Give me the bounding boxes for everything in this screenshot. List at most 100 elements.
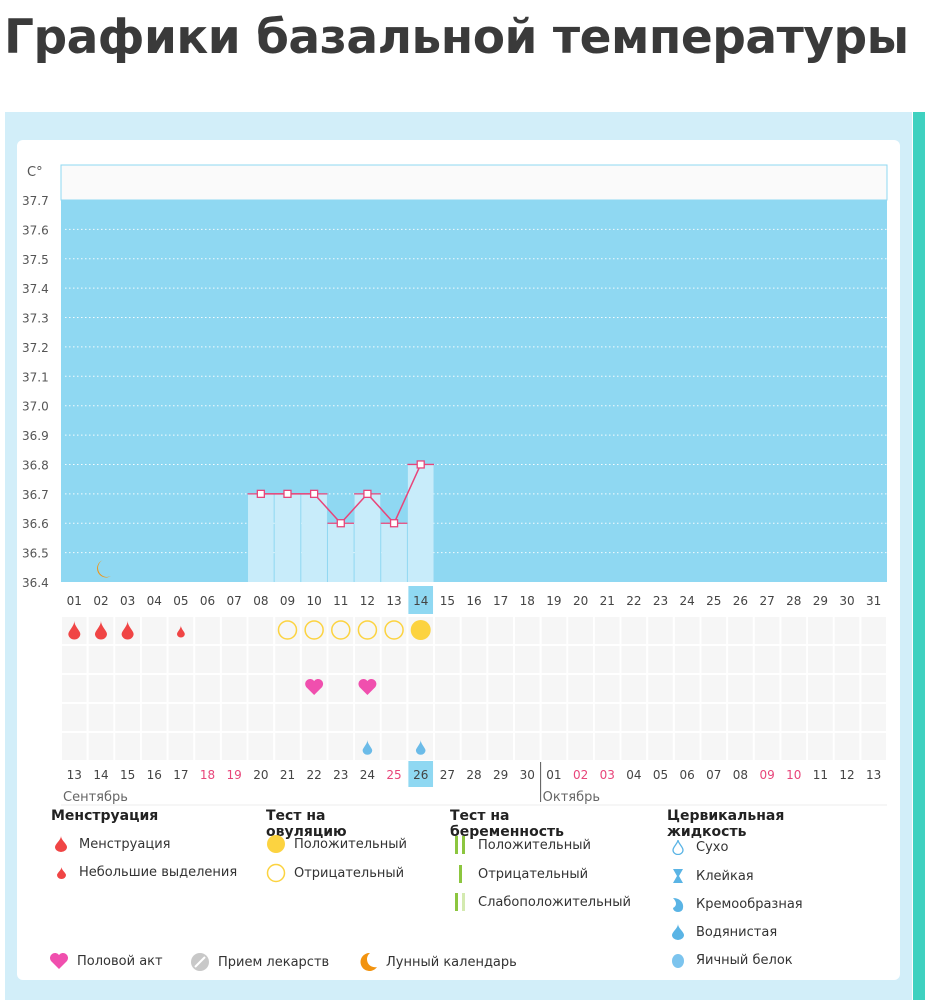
grid-cell [648, 733, 673, 760]
calendar-date-label: 18 [200, 768, 215, 782]
hourglass-icon [668, 868, 688, 884]
grid-cell [728, 704, 753, 731]
current-day-highlight [408, 586, 434, 614]
calendar-date-label: 29 [493, 768, 508, 782]
calendar-date-label: 26 [413, 768, 428, 782]
grid-cell [435, 617, 460, 644]
legend-label: Сухо [696, 839, 729, 855]
calendar-date-label: 10 [786, 768, 801, 782]
grid-cell [861, 704, 886, 731]
calendar-date-label: 20 [253, 768, 268, 782]
grid-cell [168, 733, 194, 760]
calendar-date-label: 24 [360, 768, 375, 782]
grid-cell [834, 733, 860, 760]
calendar-date-label: 03 [600, 768, 615, 782]
grid-cell [834, 617, 860, 644]
grid-cell [408, 675, 434, 702]
calendar-date-label: 13 [866, 768, 881, 782]
grid-cell [301, 733, 327, 760]
grid-cell [541, 675, 567, 702]
grid-cell [541, 704, 567, 731]
legend-cervical-creamy: Кремообразная [668, 896, 803, 912]
legend-label: Прием лекарств [218, 954, 330, 970]
legend-label: Небольшие выделения [79, 865, 238, 880]
grid-cell [168, 675, 194, 702]
ovulation-negative-icon [331, 620, 351, 640]
grid-cell [461, 617, 487, 644]
grid-cell [328, 733, 354, 760]
grid-cell [221, 675, 247, 702]
grid-cell [754, 733, 780, 760]
ovulation-negative-icon [277, 620, 298, 640]
grid-cell [355, 646, 380, 673]
grid-cell [141, 617, 167, 644]
calendar-date-label: 30 [520, 768, 535, 782]
side-tab[interactable] [913, 112, 925, 1000]
temperature-bar [381, 523, 407, 582]
grid-cell [514, 646, 540, 673]
temperature-bar [248, 493, 274, 582]
grid-cell [195, 704, 220, 731]
cycle-day-label: 17 [493, 594, 508, 608]
spotting-drop-icon [177, 625, 185, 638]
legend-label: Отрицательный [294, 865, 405, 881]
legend-label: Положительный [294, 836, 407, 852]
calendar-date-label: 19 [227, 768, 242, 782]
y-tick-label: 36.9 [22, 429, 49, 443]
grid-cell [781, 733, 807, 760]
menstruation-drop-icon [121, 621, 134, 640]
cycle-day-label: 03 [120, 594, 135, 608]
calendar-date-label: 06 [680, 768, 695, 782]
grid-cell [728, 617, 753, 644]
grid-cell [62, 675, 87, 702]
calendar-date-label: 28 [466, 768, 481, 782]
cycle-day-label: 24 [680, 594, 695, 608]
calendar-date-label: 21 [280, 768, 295, 782]
cycle-day-label: 25 [706, 594, 721, 608]
plot-top-band [60, 164, 888, 201]
grid-cell [195, 617, 220, 644]
grid-cell [701, 704, 727, 731]
cycle-day-label: 27 [759, 594, 774, 608]
y-tick-label: 37.5 [22, 253, 49, 267]
cycle-day-label: 22 [626, 594, 641, 608]
grid-cell [568, 675, 593, 702]
grid-cell [834, 704, 860, 731]
grid-cell [728, 733, 753, 760]
cycle-day-label: 14 [413, 594, 428, 608]
cycle-day-label: 15 [440, 594, 455, 608]
grid-cell [435, 646, 460, 673]
calendar-date-label: 22 [306, 768, 321, 782]
calendar-date-label: 23 [333, 768, 348, 782]
grid-cell [674, 704, 700, 731]
grid-cell [514, 733, 540, 760]
grid-cell [488, 733, 513, 760]
grid-cell [62, 646, 87, 673]
grid-cell [648, 704, 673, 731]
grid-cell [408, 704, 434, 731]
menstruation-drop-icon [68, 621, 81, 640]
grid-cell [328, 646, 354, 673]
grid-cell [621, 646, 647, 673]
ovulation-negative-icon [357, 620, 378, 640]
grid-cell [674, 617, 700, 644]
grid-cell [514, 704, 540, 731]
calendar-date-label: 16 [147, 768, 162, 782]
grid-cell [488, 646, 513, 673]
y-tick-label: 37.7 [22, 194, 49, 208]
grid-cell [275, 646, 300, 673]
grid-cell [141, 704, 167, 731]
legend-pregnancy-negative: Отрицательный [450, 865, 588, 883]
grid-cell [728, 675, 753, 702]
y-tick-label: 36.8 [22, 458, 49, 472]
legend-label: Отрицательный [478, 866, 589, 882]
grid-cell [88, 675, 114, 702]
cycle-day-label: 30 [839, 594, 854, 608]
grid-cell [88, 646, 114, 673]
legend-pregnancy-positive: Положительный [450, 836, 591, 854]
outline-drop-icon [668, 839, 688, 855]
creamy-drop-icon [668, 896, 688, 912]
y-tick-label: 37.0 [22, 400, 49, 414]
legend-cervical-eggwhite: Яичный белок [668, 952, 793, 968]
